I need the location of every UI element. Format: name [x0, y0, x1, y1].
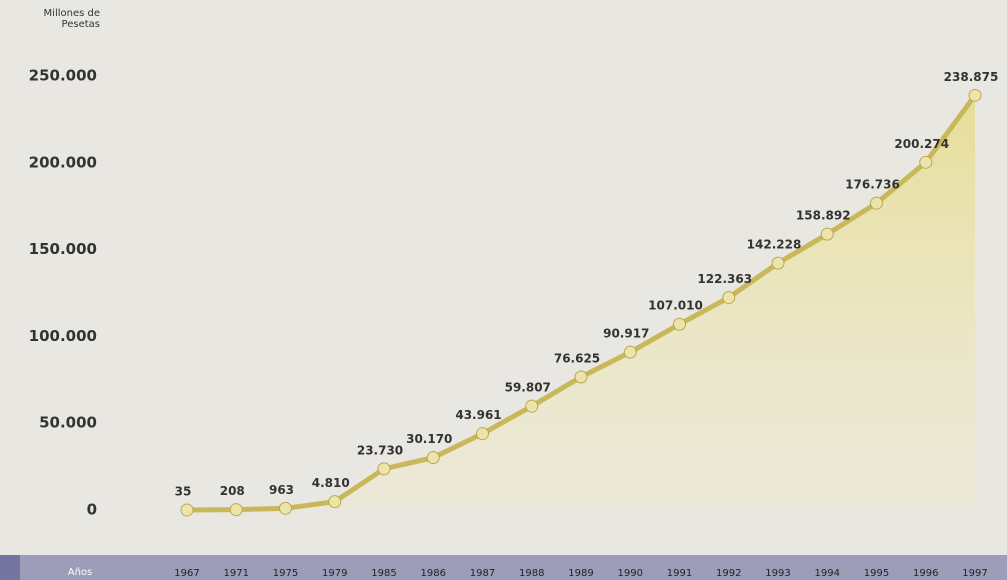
x-tick-label: 1987: [470, 568, 495, 579]
data-label: 142.228: [747, 238, 802, 252]
data-label: 23.730: [357, 443, 403, 457]
data-label: 107.010: [648, 299, 703, 313]
data-label: 59.807: [505, 381, 551, 395]
y-tick-label: 150.000: [29, 240, 97, 258]
x-tick-label: 1985: [371, 568, 396, 579]
point: [377, 462, 391, 476]
data-label: 208: [220, 484, 245, 498]
y-tick-label: 50.000: [39, 414, 97, 432]
x-tick-label: 1967: [174, 568, 199, 579]
point: [426, 451, 440, 465]
point: [476, 427, 489, 441]
x-tick-label: 1992: [716, 568, 741, 579]
x-tick-label: 1997: [962, 568, 987, 579]
x-tick-label: 1991: [667, 568, 692, 579]
data-label: 90.917: [603, 327, 649, 341]
y-tick-label: 100.000: [29, 327, 97, 345]
point: [919, 155, 933, 169]
x-axis-label: Años: [68, 567, 93, 578]
y-tick-label: 200.000: [29, 153, 97, 171]
x-tick-label: 1995: [864, 568, 889, 579]
x-tick-label: 1971: [224, 568, 249, 579]
point: [328, 495, 342, 509]
point: [180, 503, 194, 517]
point: [968, 88, 982, 102]
point: [771, 256, 785, 270]
y-tick-label: 250.000: [29, 67, 97, 85]
data-label: 122.363: [697, 272, 752, 286]
point: [870, 196, 883, 210]
data-label: 176.736: [845, 178, 900, 192]
point: [279, 501, 292, 515]
x-tick-label: 1994: [815, 568, 840, 579]
x-axis-band: [0, 555, 1007, 580]
point: [673, 317, 686, 331]
data-label: 158.892: [796, 209, 851, 223]
point: [623, 345, 637, 359]
y-tick-label: 0: [87, 501, 97, 519]
x-tick-label: 1993: [765, 568, 790, 579]
data-label: 76.625: [554, 351, 600, 365]
data-label: 30.170: [406, 432, 452, 446]
point: [525, 399, 539, 413]
band-square: [0, 555, 20, 580]
data-label: 4.810: [312, 476, 350, 490]
data-label: 200.274: [894, 137, 949, 151]
x-tick-label: 1975: [273, 568, 298, 579]
x-tick-label: 1986: [421, 568, 446, 579]
point: [574, 370, 588, 384]
area: [187, 95, 975, 511]
data-label: 43.961: [455, 408, 501, 422]
data-label: 35: [175, 484, 192, 498]
data-label: 238.875: [944, 70, 999, 84]
point: [820, 227, 834, 241]
y-axis-label: Millones de Pesetas: [43, 8, 100, 30]
x-tick-label: 1990: [618, 568, 643, 579]
x-tick-label: 1988: [519, 568, 544, 579]
point: [722, 291, 736, 305]
x-tick-label: 1979: [322, 568, 347, 579]
x-tick-label: 1989: [568, 568, 593, 579]
data-label: 963: [269, 483, 294, 497]
x-tick-label: 1996: [913, 568, 938, 579]
point: [229, 503, 243, 517]
